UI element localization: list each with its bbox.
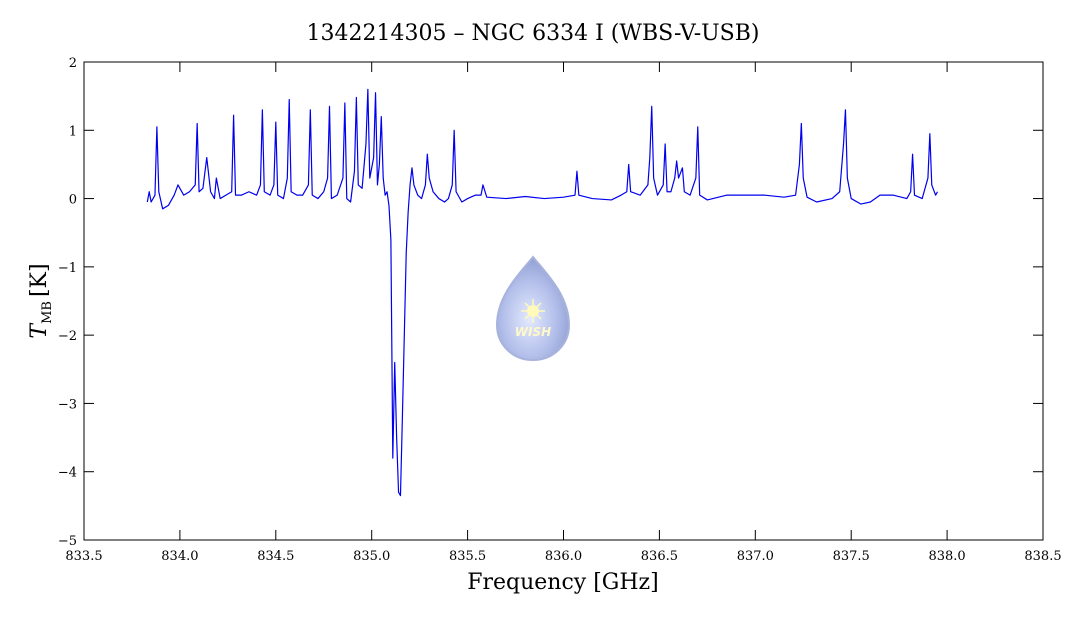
y-label-unit: [K] bbox=[27, 263, 52, 297]
logo-text: WISH bbox=[515, 325, 551, 339]
x-tick-label: 834.5 bbox=[257, 549, 294, 564]
y-tick-label: 1 bbox=[69, 124, 77, 139]
y-tick-label: 0 bbox=[69, 193, 77, 208]
x-tick-label: 837.0 bbox=[737, 549, 774, 564]
y-tick-label: −5 bbox=[58, 534, 77, 549]
x-tick-label: 837.5 bbox=[833, 549, 870, 564]
y-tick-label: −1 bbox=[58, 261, 77, 276]
x-tick-label: 835.5 bbox=[449, 549, 486, 564]
x-tick-label: 834.0 bbox=[161, 549, 198, 564]
y-label-symbol: T bbox=[27, 322, 52, 339]
y-tick-label: 2 bbox=[69, 56, 77, 71]
x-tick-label: 835.0 bbox=[353, 549, 390, 564]
y-axis-label: TMB [K] bbox=[27, 263, 55, 338]
x-tick-label: 838.0 bbox=[928, 549, 965, 564]
chart-title: 1342214305 – NGC 6334 I (WBS-V-USB) bbox=[306, 21, 759, 46]
x-axis-label: Frequency [GHz] bbox=[467, 570, 659, 595]
spectrum-line bbox=[146, 88, 939, 497]
x-tick-label: 836.0 bbox=[545, 549, 582, 564]
y-tick-label: −2 bbox=[58, 329, 77, 344]
y-label-subscript: MB bbox=[40, 301, 55, 324]
x-tick-label: 838.5 bbox=[1024, 549, 1061, 564]
y-tick-label: −4 bbox=[58, 466, 77, 481]
wish-logo: WISH bbox=[495, 255, 571, 362]
y-tick-label: −3 bbox=[58, 397, 77, 412]
x-tick-label: 833.5 bbox=[65, 549, 102, 564]
logo-star-rays bbox=[521, 299, 545, 323]
x-tick-label: 836.5 bbox=[641, 549, 678, 564]
